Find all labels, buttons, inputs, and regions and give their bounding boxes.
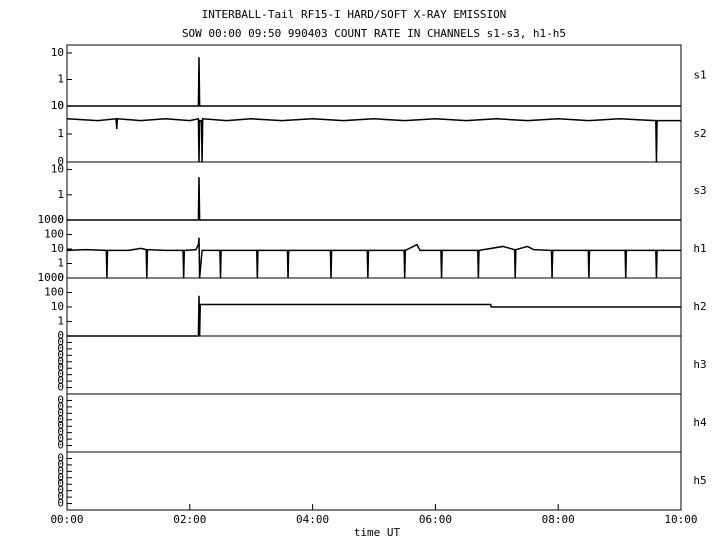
y-tick-label: 0 [57,406,64,419]
y-tick-label: 0 [57,451,64,464]
y-tick-label: 0 [57,155,64,168]
y-tick-label: 0 [57,413,64,426]
y-tick-label: 100 [44,286,64,299]
panel-label: h2 [693,300,706,313]
x-axis-label: time UT [354,526,401,539]
y-tick-label: 0 [57,335,64,348]
panel-label: s2 [693,127,706,140]
y-tick-label: 10 [51,163,64,176]
x-tick-label: 00:00 [50,513,83,526]
y-tick-label: 0 [57,497,64,510]
y-tick-label: 0 [57,400,64,413]
y-tick-label: 1 [57,257,64,270]
y-tick-label: 0 [57,99,64,112]
y-tick-label: 0 [57,329,64,342]
data-line [67,57,681,107]
x-tick-label: 02:00 [173,513,206,526]
y-tick-label: 0 [57,374,64,387]
panel-frame [66,105,682,163]
data-line [66,237,681,279]
panel-label: h5 [693,474,706,487]
y-tick-label: 10 [51,242,64,255]
x-tick-label: 10:00 [664,513,697,526]
y-tick-label: 0 [57,419,64,432]
y-tick-label: 0 [57,490,64,503]
y-tick-label: 1 [57,127,64,140]
y-tick-label: 0 [57,477,64,490]
y-tick-label: 0 [57,348,64,361]
y-tick-label: 0 [57,426,64,439]
panel-frame [66,161,682,221]
y-tick-label: 0 [57,381,64,394]
y-tick-label: 1 [57,315,64,328]
chart-title: INTERBALL-Tail RF15-I HARD/SOFT X-RAY EM… [202,8,507,21]
panel-frame [66,44,682,107]
x-tick-label: 08:00 [542,513,575,526]
y-tick-label: 0 [57,213,64,226]
panel-label: h1 [693,242,706,255]
y-tick-label: 1000 [38,271,65,284]
panel-label: s1 [693,69,706,82]
y-tick-label: 10 [51,300,64,313]
y-tick-label: 0 [57,458,64,471]
y-tick-label: 10 [51,46,64,59]
panel-label: s3 [693,184,706,197]
panel-frame [66,451,682,511]
y-tick-label: 0 [57,271,64,284]
data-line [67,177,681,221]
panel-label: h4 [693,416,707,429]
chart-subtitle: SOW 00:00 09:50 990403 COUNT RATE IN CHA… [182,27,566,40]
y-tick-label: 0 [57,368,64,381]
x-tick-label: 06:00 [419,513,452,526]
data-line [66,117,681,163]
panel-label: h3 [693,358,706,371]
y-tick-label: 1 [57,72,64,85]
y-tick-label: 100 [44,228,64,241]
data-line [67,295,681,337]
y-tick-label: 0 [57,471,64,484]
y-tick-label: 10 [51,99,64,112]
y-tick-label: 0 [57,361,64,374]
y-tick-label: 0 [57,484,64,497]
panel-frame [66,335,682,395]
y-tick-label: 1000 [38,213,65,226]
y-tick-label: 0 [57,464,64,477]
y-tick-label: 0 [57,342,64,355]
panel-frame [66,393,682,453]
y-tick-label: 0 [57,439,64,452]
y-tick-label: 1 [57,188,64,201]
y-tick-label: 0 [57,432,64,445]
y-tick-label: 0 [57,393,64,406]
x-tick-label: 04:00 [296,513,329,526]
y-tick-label: 0 [57,355,64,368]
